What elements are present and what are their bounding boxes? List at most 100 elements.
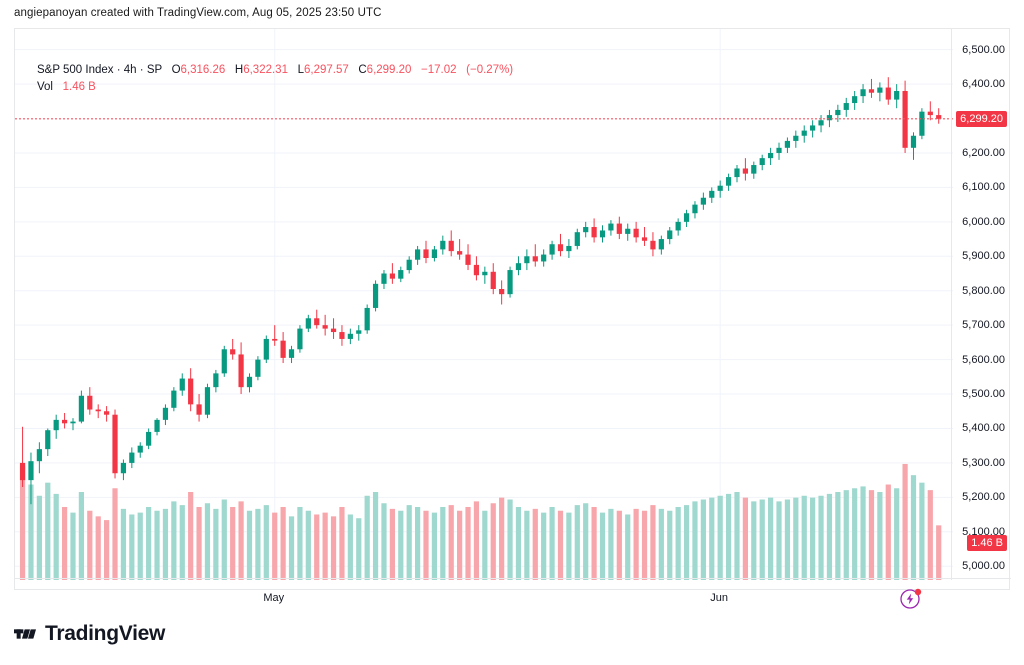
candle-body	[700, 197, 706, 205]
chart-plot-area[interactable]	[15, 29, 953, 580]
candle-body	[852, 96, 858, 104]
candle-body	[339, 332, 345, 339]
candle-body	[549, 244, 555, 255]
lightning-bolt-icon[interactable]	[899, 586, 923, 610]
candle-body	[927, 111, 933, 116]
volume-bar	[557, 510, 564, 580]
volume-bar	[885, 484, 891, 580]
candle-body	[330, 328, 337, 333]
volume-bar	[919, 482, 925, 580]
candle-body	[499, 289, 505, 295]
footer-branding: TradingView	[14, 622, 165, 646]
candle-body	[717, 185, 723, 191]
volume-bar	[87, 510, 93, 580]
volume-bar	[667, 510, 673, 580]
volume-bar	[171, 501, 177, 580]
volume-bar	[70, 512, 76, 580]
candle-body	[843, 103, 849, 110]
candle-body	[406, 259, 412, 271]
volume-bar	[936, 525, 942, 580]
volume-bar	[810, 497, 816, 580]
volume-bar	[297, 506, 303, 580]
candle-body	[204, 387, 211, 415]
price-tick-label: 5,700.00	[962, 319, 1005, 332]
volume-bar	[683, 505, 690, 580]
candle-body	[448, 240, 454, 252]
candle-body	[482, 271, 488, 276]
candle-body	[826, 115, 833, 121]
price-tick-label: 6,500.00	[962, 43, 1005, 56]
chart-container[interactable]: 6,500.00 6,400.00 6,200.00 6,100.00 6,000.00…	[14, 28, 1011, 609]
volume-bar	[314, 514, 320, 580]
volume-bar	[868, 490, 875, 580]
volume-bar	[179, 505, 185, 580]
candle-body	[465, 254, 471, 265]
price-tick-label: 5,400.00	[962, 422, 1005, 435]
candle-body	[902, 90, 908, 148]
volume-bar	[768, 497, 774, 580]
candle-body	[104, 411, 110, 415]
candle-body	[725, 177, 732, 186]
candle-body	[650, 240, 656, 250]
candle-body	[490, 271, 496, 290]
volume-bar	[910, 475, 917, 580]
candle-body	[70, 421, 76, 424]
volume-bar	[784, 499, 791, 580]
volume-bar	[431, 512, 438, 580]
candle-body	[423, 249, 429, 259]
volume-bar	[204, 503, 211, 580]
candle-body	[280, 340, 286, 358]
volume-bar	[129, 514, 135, 580]
volume-bar	[541, 512, 547, 580]
candle-body	[120, 462, 127, 474]
price-tick-label: 5,300.00	[962, 456, 1005, 469]
candle-body	[457, 251, 463, 255]
price-scale[interactable]: 6,500.00 6,400.00 6,200.00 6,100.00 6,000.00…	[951, 29, 1009, 580]
candle-body	[45, 430, 51, 450]
candle-body	[667, 230, 673, 240]
candle-body	[146, 431, 152, 446]
volume-bar	[465, 506, 471, 580]
volume-bar	[230, 506, 236, 580]
volume-bar	[625, 514, 631, 580]
time-scale[interactable]	[15, 578, 1011, 589]
volume-bar	[709, 497, 715, 580]
volume-bar	[154, 510, 160, 580]
last-price-badge[interactable]: 6,299.20	[956, 110, 1007, 127]
volume-bar	[95, 516, 101, 580]
candle-body	[347, 333, 353, 339]
volume-bar	[440, 506, 446, 580]
volume-bar	[28, 484, 34, 580]
volume-bar	[137, 512, 143, 580]
candle-body	[36, 449, 42, 462]
volume-bar	[700, 499, 706, 580]
volume-bar	[104, 520, 110, 580]
candle-body	[608, 223, 614, 231]
volume-bar	[515, 506, 522, 580]
volume-bar	[877, 492, 883, 580]
volume-bar	[61, 506, 68, 580]
price-tick-label: 5,200.00	[962, 491, 1005, 504]
volume-bar	[826, 493, 833, 580]
candle-body	[910, 135, 917, 148]
candle-body	[414, 249, 421, 260]
volume-bar	[330, 516, 337, 580]
candle-body	[616, 223, 622, 234]
candle-body	[28, 461, 34, 481]
candle-body	[566, 245, 572, 252]
price-tick-label: 5,800.00	[962, 284, 1005, 297]
candle-body	[255, 359, 261, 377]
candle-body	[196, 404, 202, 415]
volume-bar	[288, 516, 295, 580]
candle-body	[162, 407, 169, 420]
candle-body	[53, 419, 59, 431]
candle-body	[507, 270, 513, 295]
volume-bar	[112, 488, 118, 580]
volume-bar	[717, 495, 723, 580]
candle-body	[751, 165, 757, 174]
lightning-bolt-glyph	[900, 588, 922, 609]
volume-value-badge[interactable]: 1.46 B	[967, 534, 1007, 551]
candle-body	[221, 349, 227, 374]
candle-body	[936, 115, 942, 119]
candle-body	[591, 227, 597, 238]
